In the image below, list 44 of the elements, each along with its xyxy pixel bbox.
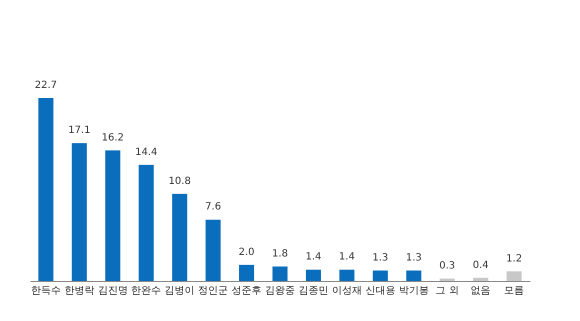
bar [38,98,54,281]
x-tick-label: 김종민 [298,286,328,296]
x-tick-label: 신대용 [365,286,396,296]
bar [339,270,354,281]
data-label: 1.8 [272,248,288,260]
bar [138,164,154,281]
bar [72,143,87,281]
bar [473,278,488,281]
data-label: 2.0 [238,246,255,258]
bar [272,266,288,281]
data-label: 1.4 [338,252,355,263]
x-tick-label: 성준후 [232,286,262,296]
x-tick-label: 이성재 [332,286,362,296]
data-label: 1.3 [372,252,388,264]
data-label: 1.4 [305,252,322,263]
data-label: 10.8 [168,176,191,187]
data-label: 16.2 [102,132,124,144]
x-tick-label: 김병이 [164,286,195,296]
x-tick-label: 없음 [470,286,491,296]
bar [372,270,388,281]
x-tick-label: 한병락 [64,286,94,296]
data-label: 14.4 [135,146,158,158]
bar [506,271,522,281]
data-label: 1.2 [506,253,522,264]
x-tick-label: 한득수 [30,286,61,296]
data-label: 7.6 [205,202,222,213]
x-tick-label: 정인군 [198,286,228,296]
bar [172,194,188,281]
data-label: 17.1 [68,125,90,136]
data-label: 0.4 [472,260,489,271]
bar [239,264,254,281]
data-label: 0.3 [439,260,456,272]
data-label: 22.7 [34,80,58,91]
bar [406,270,422,281]
x-tick-label: 그 외 [436,286,459,296]
x-tick-label: 한완수 [131,286,162,296]
x-tick-label: 김진명 [98,286,128,296]
x-tick-label: 모름 [504,286,524,296]
x-tick-label: 박기봉 [398,286,429,296]
x-tick-label: 김왕중 [265,286,295,296]
data-label: 1.3 [406,252,422,264]
bar [206,220,221,281]
bar [105,150,120,281]
bar [306,270,321,281]
